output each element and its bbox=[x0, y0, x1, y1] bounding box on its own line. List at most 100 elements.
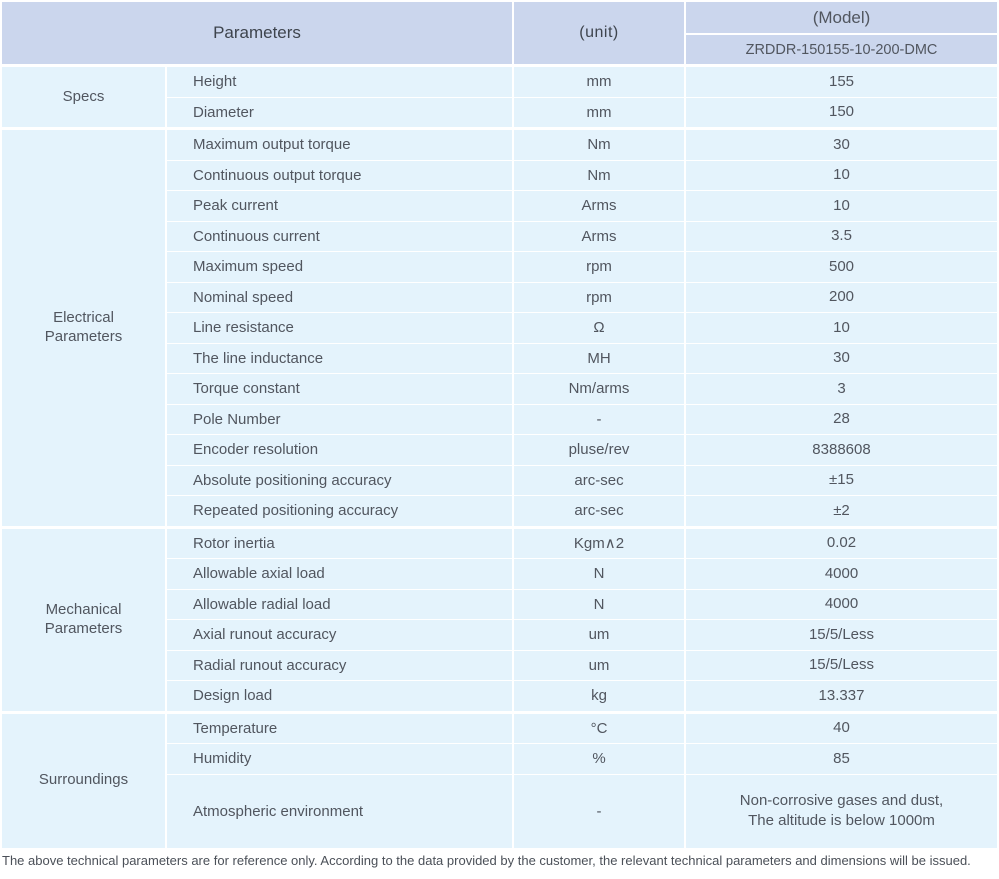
table-section: Electrical Parameters Maximum output torq… bbox=[2, 130, 997, 526]
table-row: Design load kg 13.337 bbox=[167, 681, 997, 711]
value-cell: 8388608 bbox=[686, 435, 997, 465]
value-cell: 28 bbox=[686, 404, 997, 434]
footer-note: The above technical parameters are for r… bbox=[2, 852, 971, 868]
table-sections: Specs Height mm 155 Diameter mm 150 Electrical … bbox=[2, 67, 997, 848]
param-name-cell: Axial runout accuracy bbox=[167, 620, 512, 650]
param-name-cell: Pole Number bbox=[167, 404, 512, 434]
param-name-cell: Absolute positioning accuracy bbox=[167, 465, 512, 495]
param-name-cell: Maximum speed bbox=[167, 252, 512, 282]
table-row: Torque constant Nm/arms 3 bbox=[167, 374, 997, 404]
value-cell: 155 bbox=[686, 67, 997, 97]
unit-cell: °C bbox=[514, 713, 684, 743]
unit-cell: rpm bbox=[514, 252, 684, 282]
unit-cell: mm bbox=[514, 67, 684, 97]
param-name-cell: The line inductance bbox=[167, 343, 512, 373]
param-name-cell: Humidity bbox=[167, 744, 512, 774]
param-name-cell: Atmospheric environment bbox=[167, 774, 512, 848]
value-cell: 30 bbox=[686, 130, 997, 160]
table-row: Humidity% 85 bbox=[167, 744, 997, 774]
unit-cell: rpm bbox=[514, 282, 684, 312]
category-cell: Mechanical Parameters bbox=[2, 528, 165, 711]
value-cell: 40 bbox=[686, 713, 997, 743]
value-cell: 15/5/Less bbox=[686, 650, 997, 680]
table-section: Surroundings Temperature °C 40 Humidity% 85 At… bbox=[2, 713, 997, 848]
table-row: Absolute positioning accuracy arc-sec ±15 bbox=[167, 465, 997, 495]
param-name-cell: Line resistance bbox=[167, 313, 512, 343]
table-row: Maximum output torque Nm 30 bbox=[167, 130, 997, 160]
table-header-row: Parameters (unit) (Model) ZRDDR-150155-1… bbox=[2, 2, 997, 64]
table-row: Temperature °C 40 bbox=[167, 713, 997, 743]
unit-cell: um bbox=[514, 620, 684, 650]
unit-cell: - bbox=[514, 404, 684, 434]
unit-cell: Arms bbox=[514, 191, 684, 221]
table-row: Diameter mm 150 bbox=[167, 97, 997, 127]
param-name-cell: Nominal speed bbox=[167, 282, 512, 312]
value-cell: 85 bbox=[686, 744, 997, 774]
value-cell: 0.02 bbox=[686, 528, 997, 558]
section-rows: Rotor inertia Kgm∧2 0.02 Allowable axial lo… bbox=[167, 528, 997, 711]
value-cell: 3.5 bbox=[686, 221, 997, 251]
param-name-cell: Design load bbox=[167, 681, 512, 711]
value-cell: 13.337 bbox=[686, 681, 997, 711]
table-row: Maximum speed rpm 500 bbox=[167, 252, 997, 282]
table-row: Allowable axial load N 4000 bbox=[167, 559, 997, 589]
table-row: Pole Number -28 bbox=[167, 404, 997, 434]
param-name-cell: Torque constant bbox=[167, 374, 512, 404]
table-row: The line inductance MH 30 bbox=[167, 343, 997, 373]
param-name-cell: Encoder resolution bbox=[167, 435, 512, 465]
unit-cell: Nm bbox=[514, 130, 684, 160]
param-name-cell: Continuous current bbox=[167, 221, 512, 251]
unit-cell: kg bbox=[514, 681, 684, 711]
param-name-cell: Peak current bbox=[167, 191, 512, 221]
value-cell: 200 bbox=[686, 282, 997, 312]
value-cell: 500 bbox=[686, 252, 997, 282]
category-cell: Specs bbox=[2, 67, 165, 127]
unit-cell: Nm/arms bbox=[514, 374, 684, 404]
value-cell: ±2 bbox=[686, 496, 997, 526]
category-cell: Surroundings bbox=[2, 713, 165, 848]
unit-cell: MH bbox=[514, 343, 684, 373]
param-name-cell: Repeated positioning accuracy bbox=[167, 496, 512, 526]
param-name-cell: Rotor inertia bbox=[167, 528, 512, 558]
spec-table: Parameters (unit) (Model) ZRDDR-150155-1… bbox=[2, 2, 997, 848]
unit-cell: pluse/rev bbox=[514, 435, 684, 465]
value-cell: 10 bbox=[686, 191, 997, 221]
unit-cell: N bbox=[514, 589, 684, 619]
unit-cell: Arms bbox=[514, 221, 684, 251]
table-row: Atmospheric environment - Non-corrosive ga… bbox=[167, 774, 997, 848]
table-row: Allowable radial load N 4000 bbox=[167, 589, 997, 619]
table-row: Continuous current Arms 3.5 bbox=[167, 221, 997, 251]
section-rows: Height mm 155 Diameter mm 150 bbox=[167, 67, 997, 127]
param-name-cell: Allowable axial load bbox=[167, 559, 512, 589]
value-cell: 15/5/Less bbox=[686, 620, 997, 650]
section-rows: Maximum output torque Nm 30 Continuous outp… bbox=[167, 130, 997, 526]
table-row: Radial runout accuracy um 15/5/Less bbox=[167, 650, 997, 680]
table-section: Specs Height mm 155 Diameter mm 150 bbox=[2, 67, 997, 127]
value-cell: 30 bbox=[686, 343, 997, 373]
value-cell: Non-corrosive gases and dust, The altitu… bbox=[686, 774, 997, 848]
param-name-cell: Diameter bbox=[167, 97, 512, 127]
value-cell: 4000 bbox=[686, 589, 997, 619]
param-name-cell: Continuous output torque bbox=[167, 160, 512, 190]
header-model-label: (Model) bbox=[686, 2, 997, 33]
table-row: Rotor inertia Kgm∧2 0.02 bbox=[167, 528, 997, 558]
table-row: Nominal speed rpm 200 bbox=[167, 282, 997, 312]
table-row: Continuous output torque Nm 10 bbox=[167, 160, 997, 190]
value-cell: 150 bbox=[686, 97, 997, 127]
table-row: Axial runout accuracy um 15/5/Less bbox=[167, 620, 997, 650]
unit-cell: Nm bbox=[514, 160, 684, 190]
unit-cell: % bbox=[514, 744, 684, 774]
table-section: Mechanical Parameters Rotor inertia Kgm∧2 0… bbox=[2, 528, 997, 711]
param-name-cell: Allowable radial load bbox=[167, 589, 512, 619]
value-cell: 10 bbox=[686, 313, 997, 343]
param-name-cell: Height bbox=[167, 67, 512, 97]
unit-cell: um bbox=[514, 650, 684, 680]
value-cell: 10 bbox=[686, 160, 997, 190]
value-cell: 3 bbox=[686, 374, 997, 404]
header-model-cell: (Model) ZRDDR-150155-10-200-DMC bbox=[686, 2, 997, 64]
unit-cell: arc-sec bbox=[514, 496, 684, 526]
unit-cell: Ω bbox=[514, 313, 684, 343]
param-name-cell: Temperature bbox=[167, 713, 512, 743]
table-row: Encoder resolution pluse/rev 8388608 bbox=[167, 435, 997, 465]
